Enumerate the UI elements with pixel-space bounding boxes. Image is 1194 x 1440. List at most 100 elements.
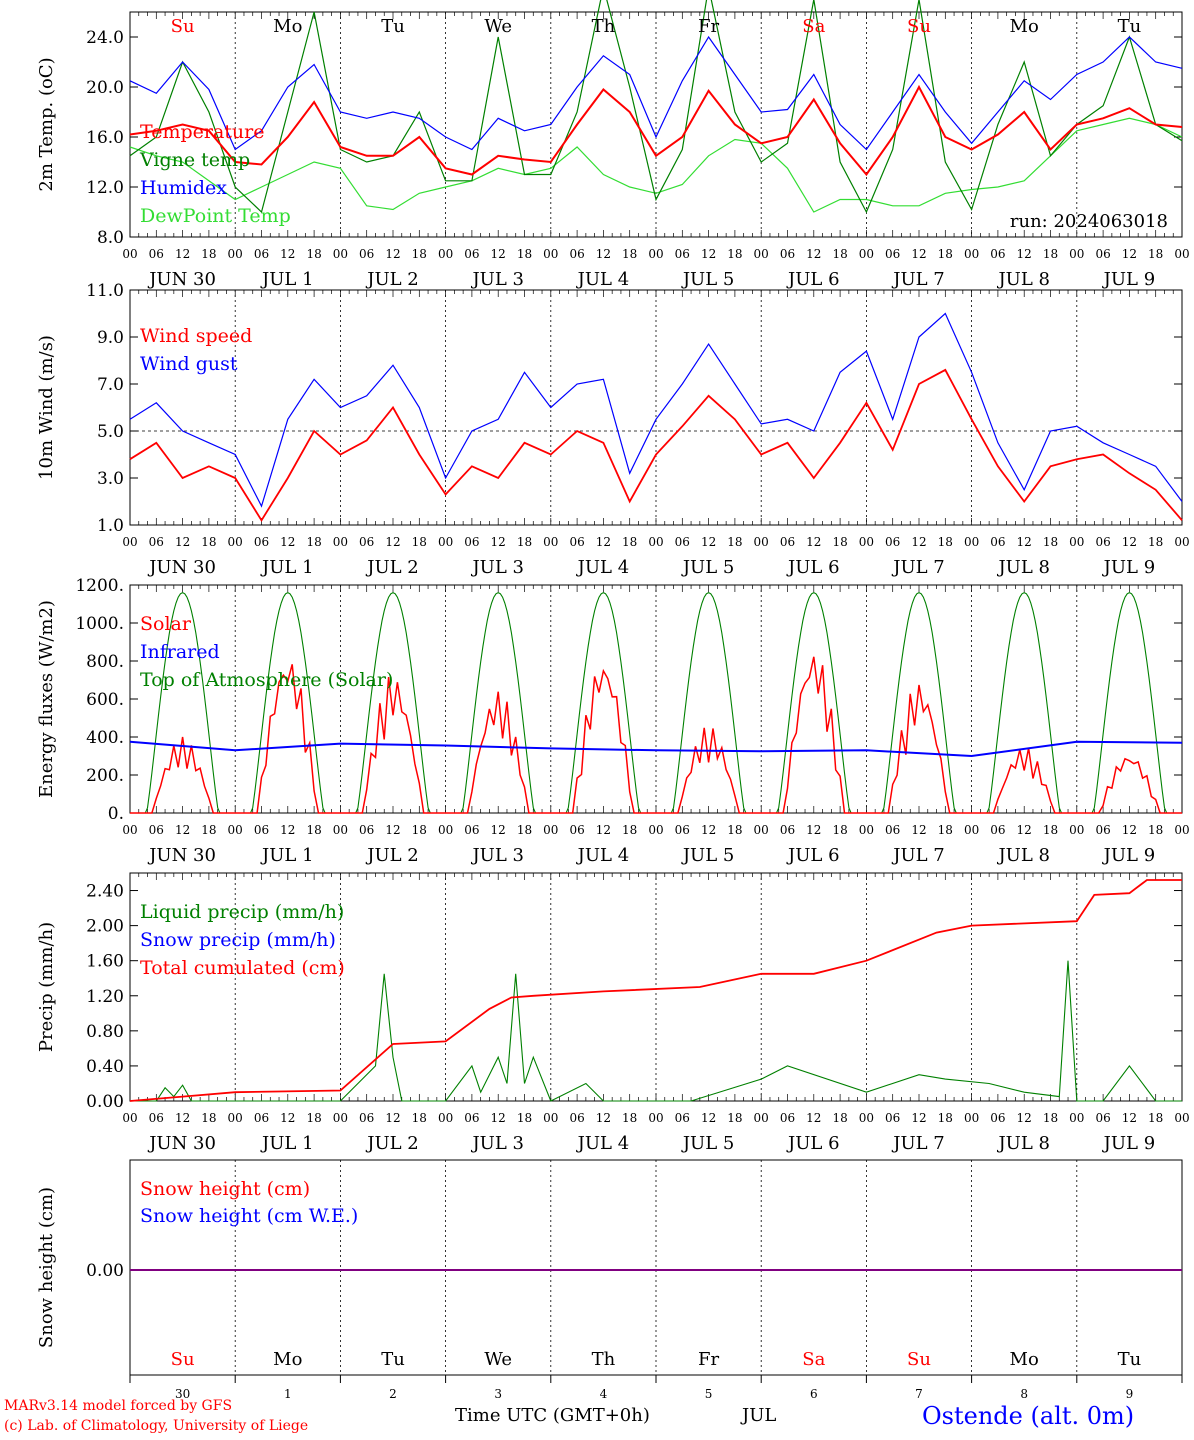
y-tick-label: 12.0 [86, 178, 124, 198]
hour-label: 12 [175, 535, 190, 549]
hour-label: 00 [1174, 823, 1189, 837]
day-number: 1 [284, 1387, 292, 1401]
hour-label: 12 [385, 247, 400, 261]
month-label: JUL [742, 1405, 777, 1426]
panel-4: 0.00 0.40 0.80 1.20 1.60 2.00 2.40 Precip (mm/h… [36, 872, 1190, 1154]
hour-label: 12 [806, 247, 821, 261]
y-tick-label: 0.80 [86, 1022, 124, 1042]
hour-label: 00 [648, 1111, 663, 1125]
y-tick-label: 11.0 [86, 281, 124, 301]
y-tick-label: 600. [86, 690, 124, 710]
hour-label: 06 [885, 535, 900, 549]
y-axis-title: Precip (mm/h) [36, 922, 57, 1052]
date-label: JUL 8 [996, 845, 1050, 866]
hour-label: 18 [517, 247, 532, 261]
legend-entry: DewPoint Temp [140, 205, 291, 227]
hour-label: 06 [569, 823, 584, 837]
hour-label: 12 [701, 823, 716, 837]
hour-label: 06 [149, 1111, 164, 1125]
hour-label: 12 [596, 535, 611, 549]
hour-label: 18 [832, 535, 847, 549]
hour-label: 12 [385, 535, 400, 549]
hour-label: 00 [964, 1111, 979, 1125]
hour-label: 00 [543, 535, 558, 549]
hour-label: 00 [859, 535, 874, 549]
day-number: 8 [1020, 1387, 1028, 1401]
hour-label: 12 [491, 535, 506, 549]
hour-label: 00 [964, 535, 979, 549]
date-label: JUL 7 [891, 845, 945, 866]
hour-label: 12 [701, 1111, 716, 1125]
series-line-infrared [129, 740, 1183, 758]
hour-label: 18 [1148, 247, 1163, 261]
date-label: JUL 6 [786, 845, 840, 866]
hour-label: 06 [149, 535, 164, 549]
day-name: Mo [1010, 16, 1039, 37]
hour-label: 18 [517, 823, 532, 837]
hour-label: 00 [754, 823, 769, 837]
day-name-bottom: Su [171, 1349, 195, 1370]
date-label: JUL 1 [260, 269, 314, 290]
hour-label: 18 [412, 535, 427, 549]
hour-label: 18 [622, 823, 637, 837]
date-label: JUN 30 [147, 557, 216, 578]
hour-label: 12 [175, 247, 190, 261]
hour-label: 18 [622, 1111, 637, 1125]
hour-label: 18 [727, 247, 742, 261]
hour-label: 18 [517, 535, 532, 549]
hour-label: 00 [1069, 247, 1084, 261]
hour-label: 18 [517, 1111, 532, 1125]
hour-label: 06 [885, 1111, 900, 1125]
hour-label: 12 [1017, 247, 1032, 261]
hour-label: 06 [885, 247, 900, 261]
y-tick-label: 5.0 [97, 422, 124, 442]
date-label: JUL 9 [1102, 1133, 1156, 1154]
hour-label: 18 [412, 1111, 427, 1125]
hour-label: 06 [990, 247, 1005, 261]
hour-label: 00 [438, 1111, 453, 1125]
day-name: Th [592, 16, 616, 37]
hour-label: 12 [1122, 823, 1137, 837]
date-label: JUL 9 [1102, 845, 1156, 866]
y-tick-label: 1.60 [86, 952, 124, 972]
y-axis-title: Snow height (cm) [36, 1187, 57, 1348]
hour-label: 18 [727, 535, 742, 549]
date-label: JUL 3 [470, 845, 524, 866]
hour-label: 18 [938, 247, 953, 261]
date-label: JUL 4 [576, 1133, 630, 1154]
hour-label: 00 [228, 1111, 243, 1125]
y-tick-label: 1200. [75, 576, 124, 596]
hour-label: 06 [149, 247, 164, 261]
hour-label: 12 [175, 823, 190, 837]
hour-label: 18 [412, 247, 427, 261]
date-label: JUN 30 [147, 1133, 216, 1154]
y-tick-label: 3.0 [97, 469, 124, 489]
hour-label: 12 [280, 1111, 295, 1125]
legend-entry: Infrared [140, 641, 220, 663]
hour-label: 06 [359, 823, 374, 837]
model-credit: MARv3.14 model forced by GFS [4, 1398, 233, 1414]
hour-label: 00 [754, 1111, 769, 1125]
hour-label: 06 [464, 535, 479, 549]
date-label: JUL 5 [681, 557, 735, 578]
hour-label: 12 [385, 1111, 400, 1125]
legend-entry: Liquid precip (mm/h) [140, 901, 344, 923]
legend-entry: Snow height (cm) [140, 1178, 310, 1200]
y-tick-label: 24.0 [86, 28, 124, 48]
hour-label: 06 [359, 535, 374, 549]
hour-label: 12 [491, 247, 506, 261]
day-name: Mo [273, 16, 302, 37]
hour-label: 06 [1095, 247, 1110, 261]
hour-label: 06 [885, 823, 900, 837]
hour-label: 00 [438, 823, 453, 837]
hour-label: 06 [359, 1111, 374, 1125]
y-tick-label: 2.00 [86, 917, 124, 937]
hour-label: 18 [1043, 247, 1058, 261]
date-label: JUL 2 [365, 269, 419, 290]
hour-label: 06 [990, 535, 1005, 549]
hour-label: 06 [675, 823, 690, 837]
hour-label: 18 [622, 535, 637, 549]
series-line-humidex [129, 35, 1183, 151]
hour-label: 00 [228, 823, 243, 837]
